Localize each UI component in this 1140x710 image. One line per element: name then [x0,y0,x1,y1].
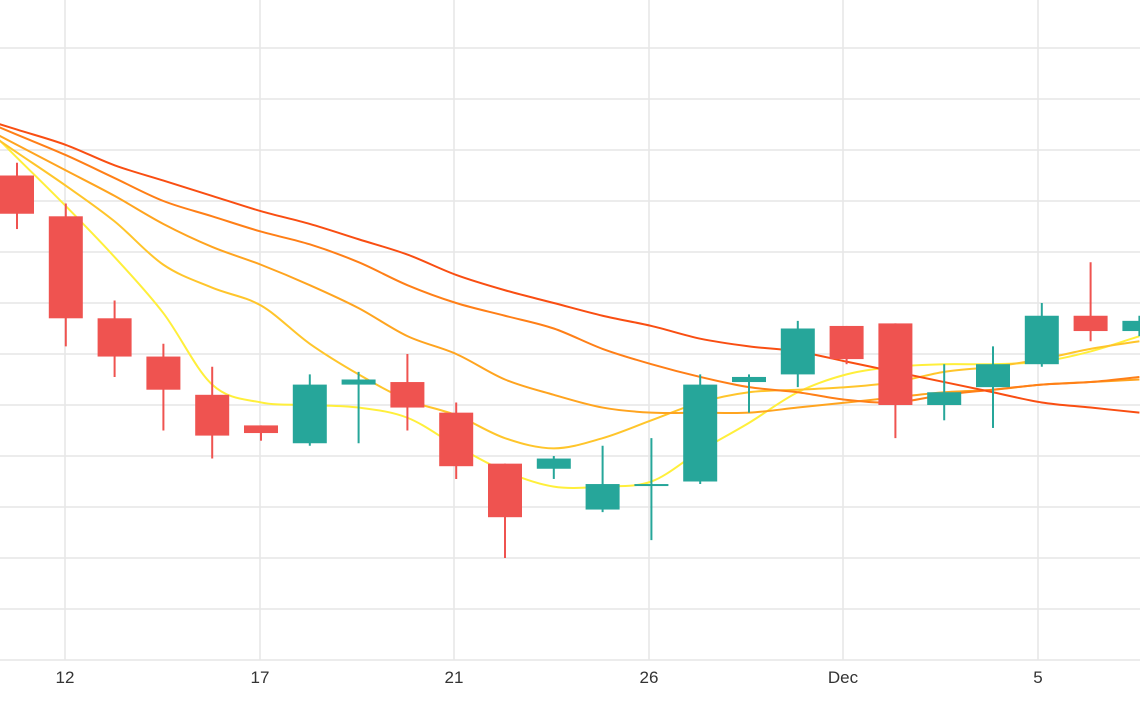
candle-body [292,384,327,444]
candle-body [780,328,815,375]
candle [195,366,230,459]
candle [732,374,766,413]
candle [683,374,718,485]
candle [780,320,815,388]
candle [341,371,376,444]
candle [1024,303,1059,367]
candles [0,162,1140,558]
x-tick-label: 17 [251,668,270,687]
x-axis-ticks: 12 17 21 26 Dec 5 [56,668,1043,687]
candle [292,374,327,446]
candle-body [1073,315,1108,332]
candle [48,203,83,347]
candle [1122,315,1140,337]
candle-body [390,382,425,408]
candle-body [829,325,864,360]
candle-body [341,379,376,385]
x-tick-label: 12 [56,668,75,687]
x-tick-label: Dec [828,668,859,687]
candle-body [683,384,718,482]
candle-body [439,412,474,467]
candle-body [146,356,181,390]
candle [585,445,620,513]
candle [439,402,474,479]
x-tick-label: 21 [445,668,464,687]
candle-body [634,484,669,487]
candle-body [585,484,620,510]
candle [97,300,132,377]
candle-body [536,458,571,469]
gridlines [0,0,1140,661]
candle-body [878,323,913,405]
candle-body [244,425,278,434]
candle [488,463,522,558]
candle-body [1122,320,1140,332]
candle-body [976,364,1010,388]
candle [927,364,962,421]
candle-body [0,175,34,214]
candle [829,325,864,365]
candle [390,354,425,431]
candle [1073,262,1108,342]
candle [146,343,181,431]
candle [634,438,669,541]
candle [878,323,913,439]
candle [244,425,278,441]
candle-body [1024,315,1059,365]
candle-body [195,394,230,436]
x-tick-label: 5 [1033,668,1042,687]
ma-line-0 [0,139,1140,489]
candle-body [48,216,83,319]
moving-average-lines [0,123,1140,489]
candle-body [927,392,962,405]
candle-body [488,463,522,518]
candle [0,162,34,230]
candle-body [97,318,132,357]
candle [536,456,571,479]
candle [976,346,1010,428]
candle-body [732,376,766,383]
x-tick-label: 26 [640,668,659,687]
